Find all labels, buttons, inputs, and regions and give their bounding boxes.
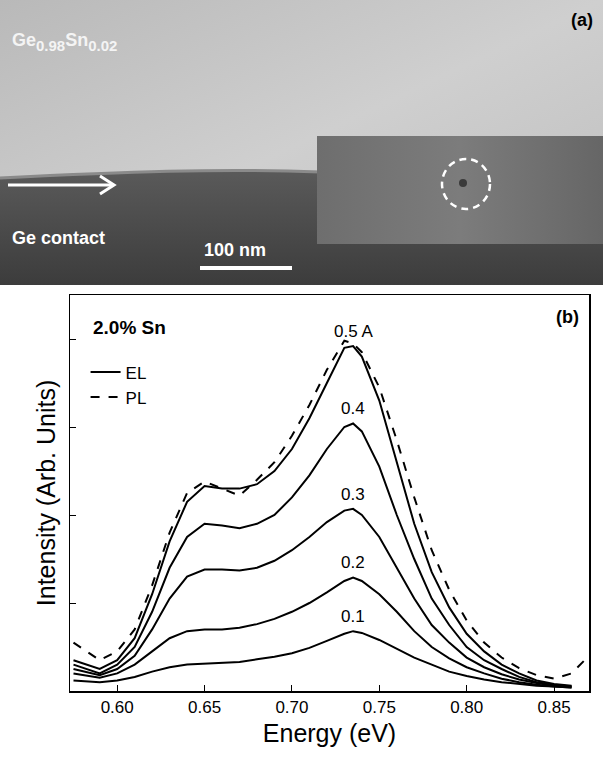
html-text:100 nm: 100 nm (204, 240, 266, 260)
svg-text:Energy (eV): Energy (eV) (263, 719, 396, 747)
svg-text:PL: PL (126, 389, 147, 408)
svg-text:EL: EL (126, 364, 147, 383)
svg-text:0.5 A: 0.5 A (334, 322, 373, 341)
svg-text:2.0% Sn: 2.0% Sn (93, 317, 166, 338)
svg-text:0.65: 0.65 (188, 698, 221, 717)
svg-text:0.85: 0.85 (538, 698, 571, 717)
svg-text:(b): (b) (556, 307, 579, 327)
svg-text:0.4: 0.4 (341, 399, 365, 418)
svg-text:0.1: 0.1 (341, 607, 365, 626)
svg-text:0.2: 0.2 (341, 553, 365, 572)
svg-text:Intensity (Arb. Units): Intensity (Arb. Units) (32, 380, 60, 606)
html-text:(a): (a) (571, 10, 593, 30)
svg-text:0.3: 0.3 (341, 485, 365, 504)
html-text:Ge contact: Ge contact (12, 228, 105, 248)
html-text:Ge0.98Sn0.02: Ge0.98Sn0.02 (12, 30, 118, 54)
svg-text:0.70: 0.70 (275, 698, 308, 717)
svg-text:0.80: 0.80 (450, 698, 483, 717)
svg-text:0.60: 0.60 (101, 698, 134, 717)
svg-text:0.75: 0.75 (363, 698, 396, 717)
